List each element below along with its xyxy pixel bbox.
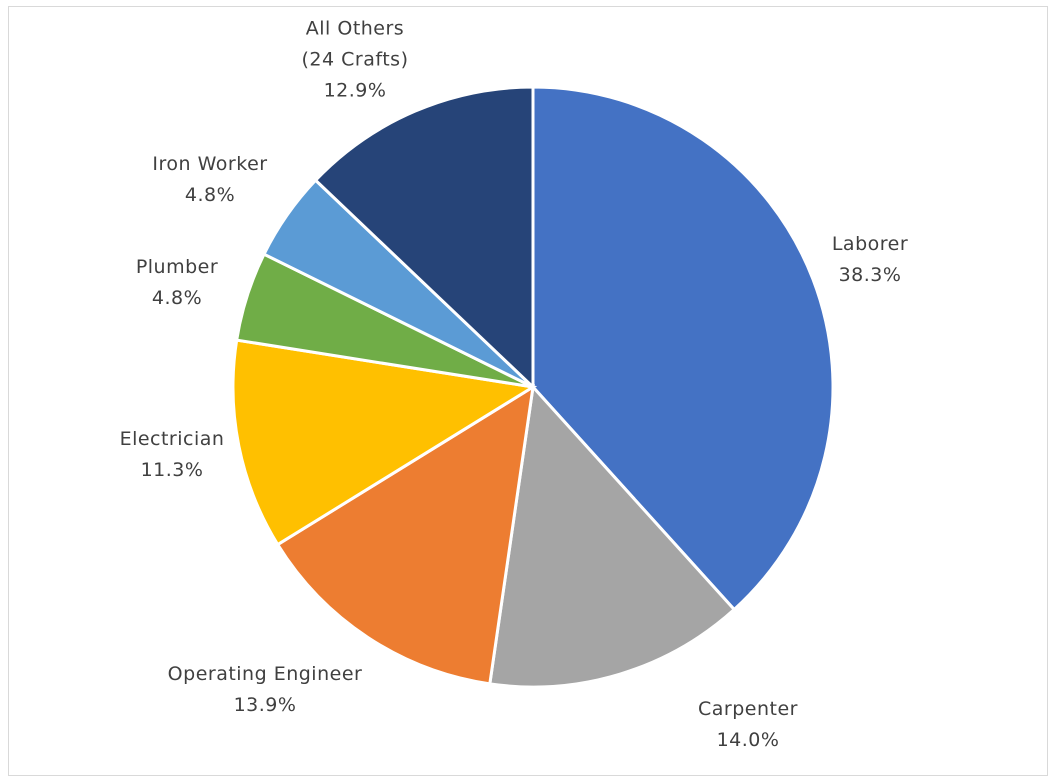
value-label: 4.8% xyxy=(184,184,236,206)
pie-slice xyxy=(275,384,535,686)
category-label: Iron Worker xyxy=(152,153,268,175)
pie-slice xyxy=(313,85,535,391)
value-label: 38.3% xyxy=(838,264,902,286)
category-label: Plumber xyxy=(135,256,219,278)
pie-slice xyxy=(531,85,835,612)
pie-slice xyxy=(488,383,737,689)
slice-label: Iron Worker 4.8% xyxy=(152,149,267,211)
category-label: Carpenter xyxy=(698,698,798,720)
category-label: Electrician xyxy=(119,428,225,450)
value-label: 13.9% xyxy=(233,694,297,716)
slice-label: Laborer 38.3% xyxy=(832,229,908,291)
slice-label: Electrician 11.3% xyxy=(120,424,225,486)
slice-label: Operating Engineer 13.9% xyxy=(168,659,363,721)
slice-label: Carpenter 14.0% xyxy=(698,694,798,756)
value-label: 12.9% xyxy=(323,79,387,102)
value-label: 11.3% xyxy=(140,459,204,481)
slice-label: Plumber 4.8% xyxy=(136,252,218,314)
category-label: All Others (24 Crafts) xyxy=(301,17,409,71)
category-label: Operating Engineer xyxy=(167,663,363,685)
value-label: 4.8% xyxy=(151,287,203,309)
slice-label: All Others (24 Crafts) 12.9% xyxy=(302,14,409,107)
category-label: Laborer xyxy=(831,233,909,255)
value-label: 14.0% xyxy=(716,729,780,751)
pie-slice xyxy=(231,338,538,547)
